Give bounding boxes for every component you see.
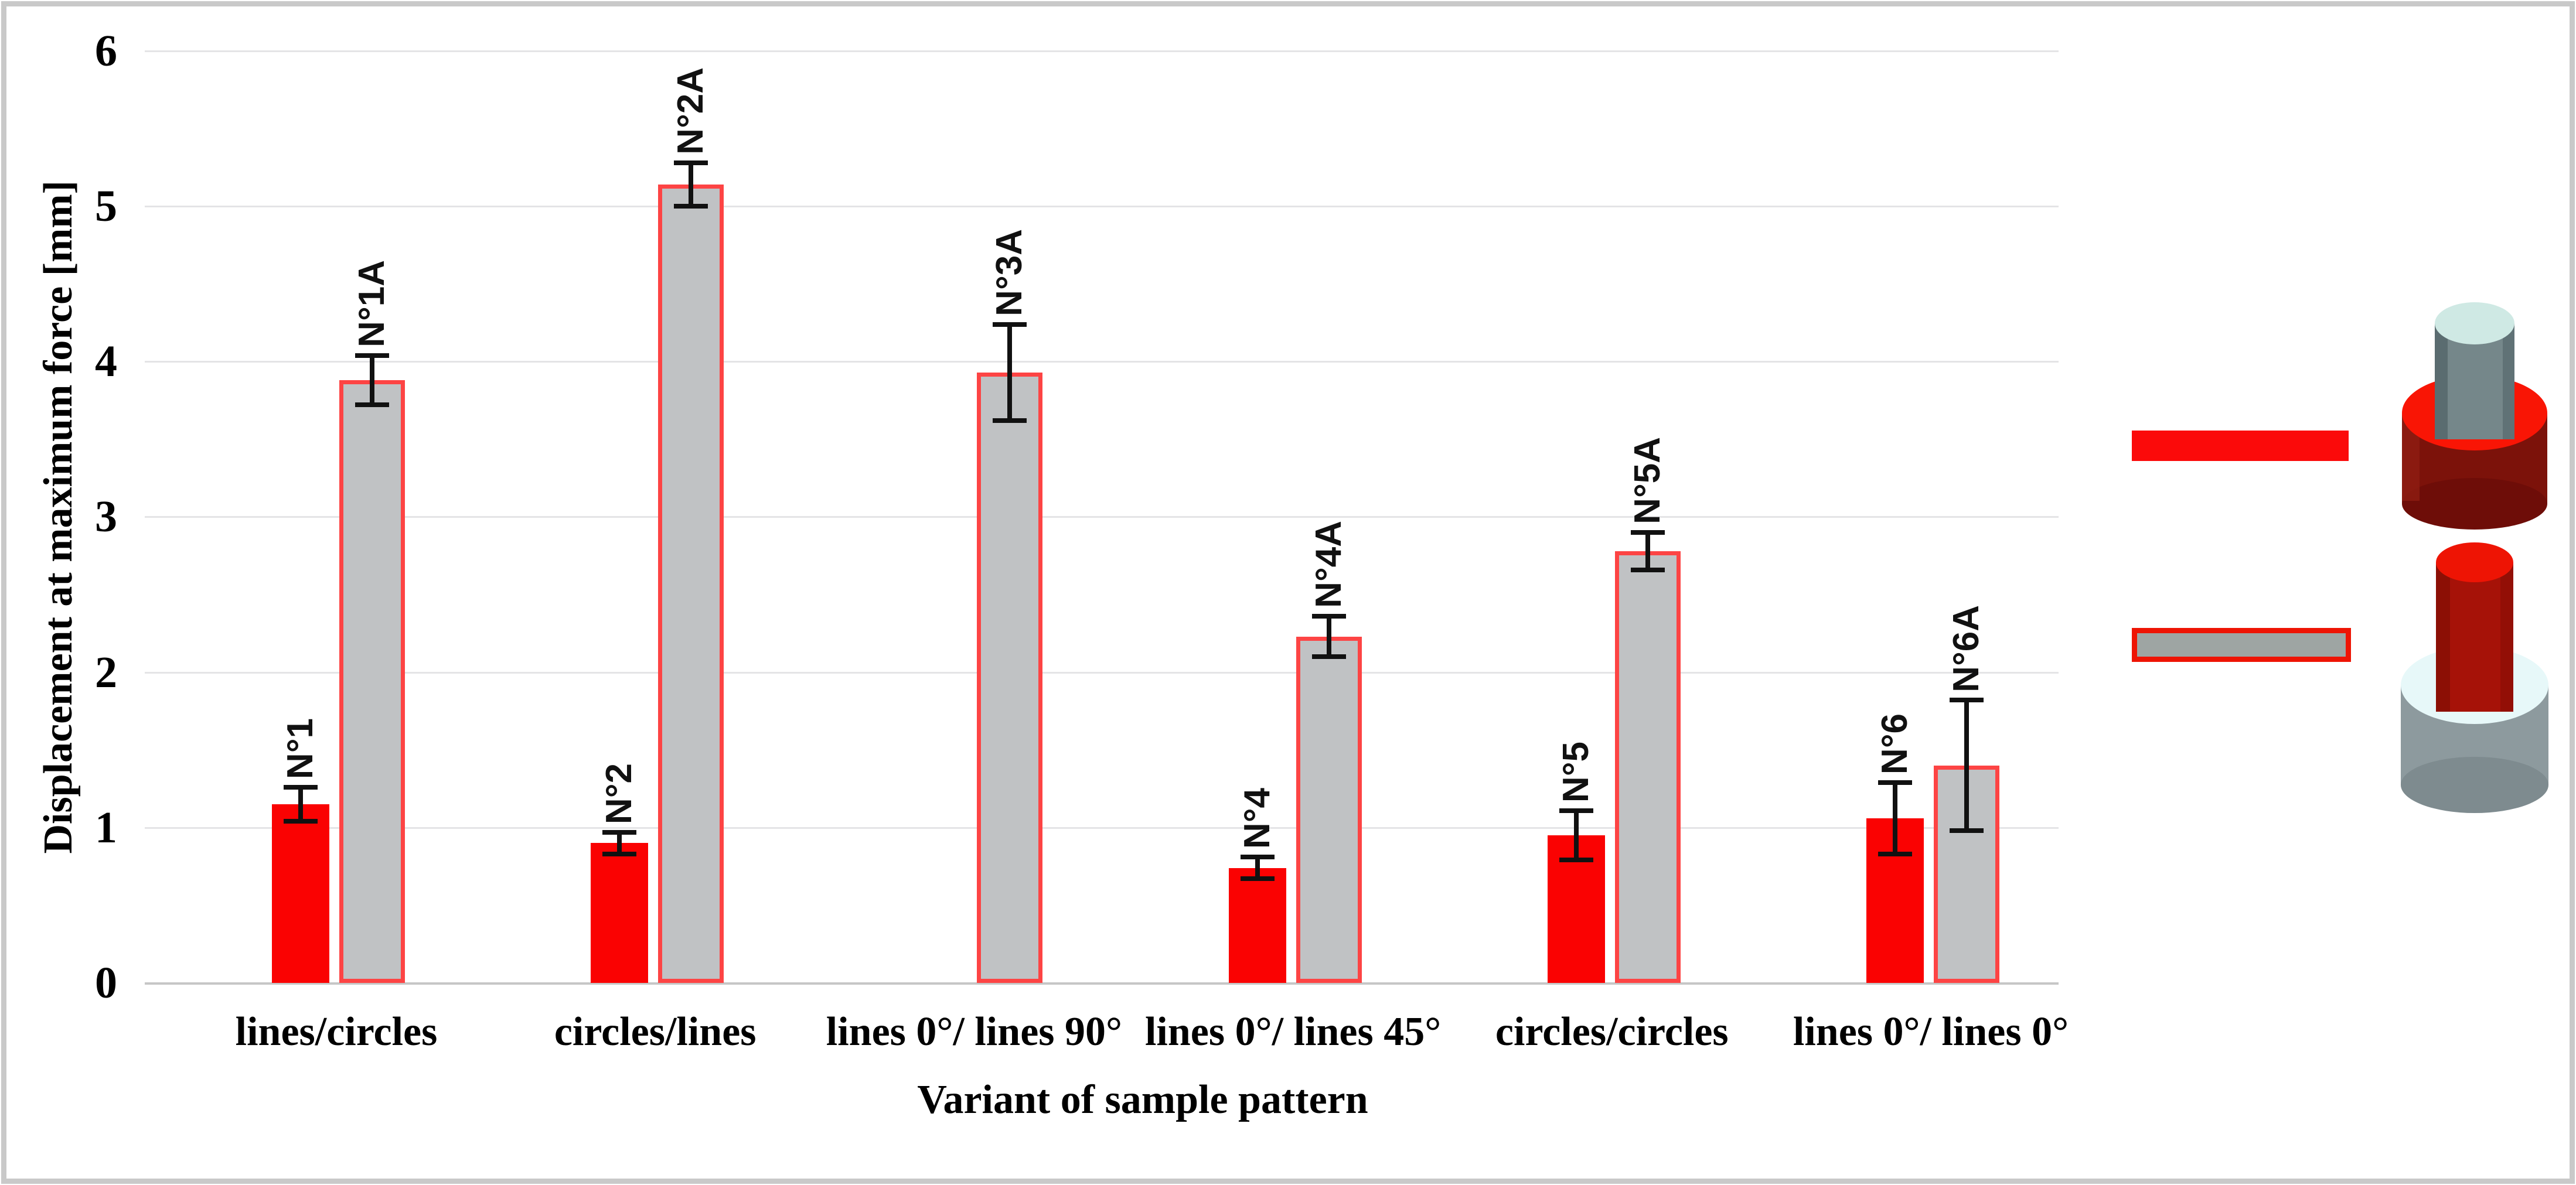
error-bar-line — [298, 787, 303, 822]
gridline-4 — [145, 361, 2059, 363]
error-bar-cap-bottom — [674, 204, 708, 209]
bar-grey-2 — [658, 184, 724, 983]
red-pin-in-grey-base-cylinder-icon — [2401, 542, 2548, 813]
bar-grey-1 — [339, 380, 405, 983]
error-bar-cap-top — [1630, 530, 1665, 535]
error-bar-line — [1255, 857, 1260, 879]
error-bar-cap-top — [674, 160, 708, 165]
error-bar-cap-top — [1878, 780, 1912, 785]
x-category-label: circles/lines — [554, 1009, 757, 1054]
bar-label: N°5 — [1555, 741, 1596, 802]
gridline-1 — [145, 827, 2059, 829]
grey-pin-shade-right — [2503, 323, 2514, 439]
y-tick-label: 4 — [95, 337, 117, 387]
gridline-2 — [145, 671, 2059, 674]
error-bar-cap-top — [284, 784, 318, 790]
bar-grey-3 — [977, 372, 1043, 983]
red-pin-shade-right — [2500, 562, 2513, 712]
error-bar-cap-bottom — [1240, 876, 1275, 882]
y-tick-label: 5 — [95, 182, 117, 231]
red-base-bottom — [2402, 478, 2547, 530]
bar-label: N°2 — [599, 763, 640, 824]
legend-red-series-swatch — [2132, 431, 2349, 461]
error-bar-cap-top — [1240, 855, 1275, 860]
error-bar-cap-bottom — [993, 418, 1027, 423]
bar-red-1 — [272, 804, 329, 983]
grey-pin-shade-left — [2435, 323, 2448, 439]
error-bar-cap-top — [355, 353, 389, 358]
x-category-label: circles/circles — [1495, 1009, 1729, 1054]
error-bar-line — [1893, 782, 1897, 854]
error-bar-cap-top — [1311, 614, 1346, 619]
bar-label: N°2A — [670, 67, 711, 155]
error-bar-cap-top — [993, 322, 1027, 327]
bar-label: N°6 — [1875, 713, 1915, 774]
y-tick-label: 6 — [95, 26, 117, 76]
error-bar-cap-top — [1559, 808, 1593, 813]
y-tick-label: 1 — [95, 802, 117, 852]
bar-label: N°1A — [352, 259, 392, 347]
y-tick-label: 0 — [95, 958, 117, 1008]
bar-red-4 — [1228, 868, 1286, 983]
y-axis-title: Displacement at maximum force [mm] — [36, 180, 81, 854]
red-pin-shade-left — [2436, 562, 2450, 712]
bar-label: N°6A — [1946, 605, 1986, 692]
gridline-3 — [145, 516, 2059, 518]
grey-base-bottom — [2401, 757, 2548, 813]
error-bar-cap-bottom — [355, 402, 389, 408]
x-category-label: lines 0°/ lines 90° — [826, 1009, 1122, 1054]
gridline-0 — [145, 982, 2059, 985]
y-axis-title-wrap: Displacement at maximum force [mm] — [23, 51, 94, 983]
bar-label: N°4 — [1236, 788, 1277, 849]
error-bar-line — [1326, 616, 1331, 657]
error-bar-cap-bottom — [1950, 828, 1984, 834]
x-category-label: lines 0°/ lines 45° — [1144, 1009, 1442, 1054]
gridline-5 — [145, 206, 2059, 207]
error-bar-line — [1645, 532, 1650, 570]
bar-label: N°4A — [1308, 521, 1349, 609]
red-pin-top — [2436, 542, 2513, 582]
error-bar-cap-bottom — [1559, 858, 1593, 863]
gridline-6 — [145, 50, 2059, 52]
error-bar-line — [1573, 810, 1579, 860]
error-bar-line — [617, 832, 622, 854]
error-bar-cap-bottom — [284, 819, 318, 824]
error-bar-line — [370, 355, 374, 405]
grey-pin-top — [2435, 302, 2514, 344]
bar-grey-4 — [1296, 636, 1362, 983]
grey-pin-in-red-base-cylinder-icon — [2402, 302, 2547, 530]
error-bar-cap-bottom — [602, 851, 637, 856]
x-category-label: lines 0°/ lines 0° — [1793, 1009, 2069, 1054]
error-bar-cap-bottom — [1311, 654, 1346, 660]
error-bar-cap-bottom — [1878, 851, 1912, 856]
error-bar-line — [1964, 700, 1969, 831]
x-category-label: lines/circles — [235, 1009, 438, 1054]
error-bar-cap-bottom — [1630, 567, 1665, 572]
error-bar-cap-top — [1950, 698, 1984, 703]
error-bar-line — [1007, 324, 1013, 421]
legend-grey-series-swatch — [2132, 628, 2351, 662]
bar-label: N°5A — [1627, 437, 1668, 524]
x-axis-title: Variant of sample pattern — [917, 1077, 1368, 1122]
error-bar-line — [689, 162, 694, 206]
y-tick-label: 2 — [95, 647, 117, 697]
error-bar-cap-top — [602, 829, 637, 835]
bar-red-2 — [591, 843, 649, 983]
bar-label: N°3A — [989, 228, 1030, 316]
bar-grey-5 — [1614, 551, 1681, 983]
y-tick-label: 3 — [95, 492, 117, 542]
bar-label: N°1 — [280, 718, 321, 779]
